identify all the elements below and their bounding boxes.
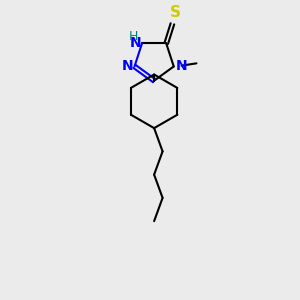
Text: N: N <box>122 59 134 74</box>
Text: N: N <box>129 36 141 50</box>
Text: H: H <box>129 30 138 43</box>
Text: N: N <box>176 59 187 74</box>
Text: S: S <box>169 5 180 20</box>
